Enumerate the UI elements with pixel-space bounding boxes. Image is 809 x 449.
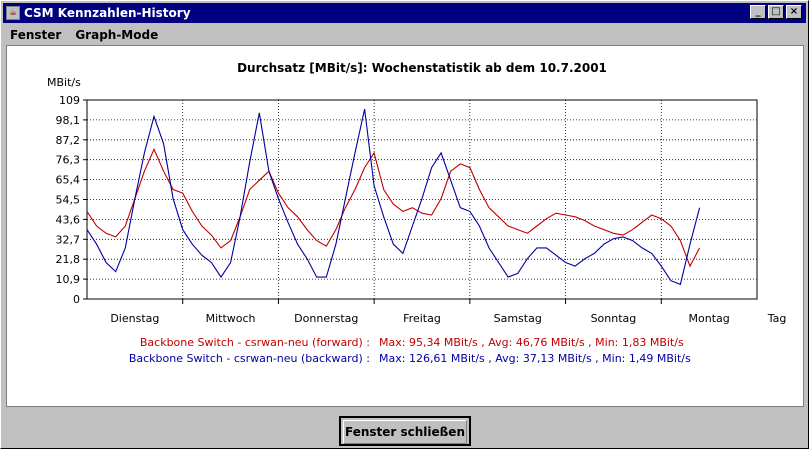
x-tick-label: Freitag	[403, 312, 441, 325]
close-button-label: Fenster schließen	[343, 420, 467, 444]
y-tick-label: 109	[59, 94, 80, 107]
y-tick-label: 54,5	[56, 194, 81, 207]
throughput-chart: Durchsatz [MBit/s]: Wochenstatistik ab d…	[47, 61, 787, 365]
menu-graph-mode[interactable]: Graph-Mode	[75, 28, 159, 42]
y-tick-label: 21,8	[56, 253, 81, 266]
x-tick-label: Samstag	[494, 312, 542, 325]
legend-series-name: Backbone Switch - csrwan-neu (backward) …	[129, 352, 370, 365]
close-window-button[interactable]: ×	[786, 5, 802, 19]
legend-series-name: Backbone Switch - csrwan-neu (forward) :	[140, 336, 370, 349]
y-axis-label: MBit/s	[47, 76, 81, 89]
x-tick-label: Donnerstag	[294, 312, 358, 325]
x-tick-label: Montag	[689, 312, 730, 325]
series-line-forward	[86, 147, 701, 268]
y-tick-label: 98,1	[56, 114, 81, 127]
x-tick-label: Sonntag	[591, 312, 637, 325]
series-line-backward	[86, 108, 701, 286]
x-tick-label: Dienstag	[110, 312, 159, 325]
y-tick-label: 76,3	[56, 154, 81, 167]
chart-title: Durchsatz [MBit/s]: Wochenstatistik ab d…	[237, 61, 607, 75]
x-tick-label: Mittwoch	[206, 312, 256, 325]
chart-panel: Durchsatz [MBit/s]: Wochenstatistik ab d…	[6, 45, 804, 407]
y-tick-label: 10,9	[56, 273, 81, 286]
close-window-action-button[interactable]: Fenster schließen	[339, 416, 471, 446]
y-tick-label: 87,2	[56, 134, 81, 147]
x-axis-label: Tag	[767, 312, 787, 325]
button-bar: Fenster schließen	[1, 409, 809, 449]
y-tick-label: 32,7	[56, 233, 81, 246]
window-title: CSM Kennzahlen-History	[24, 6, 191, 20]
y-tick-label: 0	[73, 293, 80, 306]
title-bar[interactable]: ☕ CSM Kennzahlen-History _ □ ×	[3, 3, 806, 23]
menu-bar: Fenster Graph-Mode	[3, 25, 165, 45]
legend-series-stats: Max: 95,34 MBit/s , Avg: 46,76 MBit/s , …	[379, 336, 684, 349]
y-tick-label: 65,4	[56, 174, 81, 187]
menu-fenster[interactable]: Fenster	[10, 28, 62, 42]
window-controls: _ □ ×	[750, 5, 802, 19]
y-tick-label: 43,6	[56, 213, 81, 226]
maximize-button[interactable]: □	[768, 5, 784, 19]
java-app-icon: ☕	[6, 6, 20, 20]
minimize-button[interactable]: _	[750, 5, 766, 19]
legend-series-stats: Max: 126,61 MBit/s , Avg: 37,13 MBit/s ,…	[379, 352, 691, 365]
